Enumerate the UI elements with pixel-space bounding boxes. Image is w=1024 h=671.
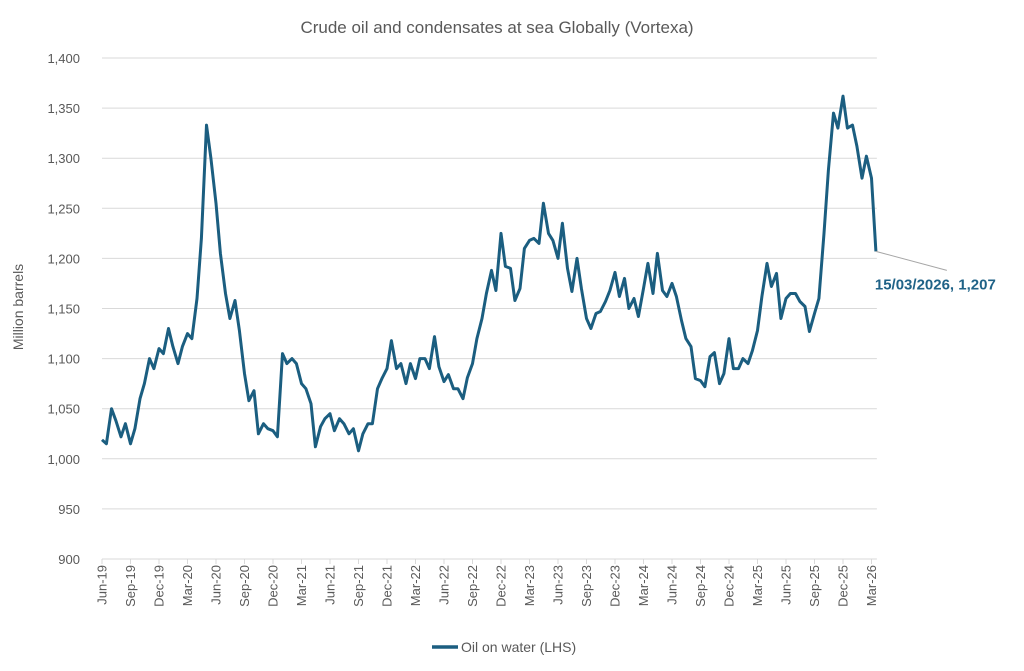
chart-title: Crude oil and condensates at sea Globall… (300, 18, 693, 37)
x-tick-label: Mar-23 (522, 565, 537, 606)
x-tick-label: Dec-25 (836, 565, 851, 607)
x-tick-label: Mar-24 (636, 565, 651, 606)
x-tick-label: Sep-23 (579, 565, 594, 607)
x-tick-label: Sep-24 (693, 565, 708, 607)
x-tick-label: Sep-25 (807, 565, 822, 607)
x-tick-label: Mar-22 (408, 565, 423, 606)
x-tick-label: Sep-21 (351, 565, 366, 607)
legend: Oil on water (LHS) (432, 639, 576, 655)
y-tick-label: 1,000 (47, 452, 80, 467)
x-tick-label: Dec-24 (722, 565, 737, 607)
x-tick-label: Jun-24 (665, 565, 680, 605)
y-tick-label: 1,200 (47, 251, 80, 266)
x-tick-label: Jun-25 (779, 565, 794, 605)
series-line-oil-on-water (100, 94, 878, 453)
x-tick-label: Jun-22 (437, 565, 452, 605)
y-tick-label: 1,300 (47, 151, 80, 166)
y-tick-label: 1,050 (47, 402, 80, 417)
x-tick-label: Dec-20 (266, 565, 281, 607)
x-tick-label: Dec-22 (494, 565, 509, 607)
x-tick-label: Mar-20 (180, 565, 195, 606)
x-tick-label: Sep-22 (465, 565, 480, 607)
annotation-label: 15/03/2026, 1,207 (875, 276, 996, 293)
x-tick-label: Mar-25 (750, 565, 765, 606)
y-tick-label: 1,100 (47, 352, 80, 367)
x-tick-label: Sep-20 (237, 565, 252, 607)
x-tick-label: Mar-21 (294, 565, 309, 606)
x-tick-label: Dec-21 (380, 565, 395, 607)
x-tick-label: Sep-19 (123, 565, 138, 607)
legend-label: Oil on water (LHS) (461, 639, 576, 655)
y-tick-label: 1,350 (47, 101, 80, 116)
x-tick-label: Mar-26 (864, 565, 879, 606)
y-tick-label: 1,400 (47, 51, 80, 66)
annotation-leader-line (875, 250, 947, 271)
y-tick-label: 1,150 (47, 302, 80, 317)
x-tick-label: Jun-23 (551, 565, 566, 605)
x-tick-label: Jun-21 (323, 565, 338, 605)
y-axis-label: Million barrels (10, 264, 26, 350)
x-tick-label: Dec-23 (608, 565, 623, 607)
x-tick-label: Dec-19 (152, 565, 167, 607)
y-tick-label: 1,250 (47, 201, 80, 216)
y-tick-label: 900 (58, 552, 80, 567)
y-tick-label: 950 (58, 502, 80, 517)
x-tick-label: Jun-19 (95, 565, 110, 605)
x-tick-label: Jun-20 (209, 565, 224, 605)
